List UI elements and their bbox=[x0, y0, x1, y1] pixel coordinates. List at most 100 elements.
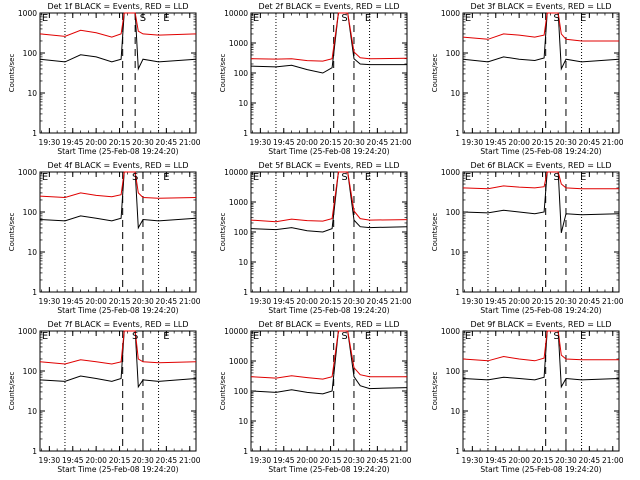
x-tick-label: 21:00 bbox=[179, 138, 201, 147]
y-tick-label: 10 bbox=[27, 407, 37, 416]
y-tick-label: 10 bbox=[238, 258, 248, 267]
interval-marker-end: E bbox=[42, 13, 48, 24]
y-axis-label: Counts/sec bbox=[431, 213, 439, 252]
series-lld-line bbox=[39, 171, 197, 199]
panel-title: Det 7f BLACK = Events, RED = LLD bbox=[47, 320, 188, 329]
plot-frame bbox=[250, 330, 408, 452]
x-tick-label: 20:45 bbox=[367, 138, 389, 147]
y-tick-label: 1000 bbox=[18, 9, 37, 18]
y-tick-label: 1 bbox=[455, 288, 460, 297]
panel-title: Det 5f BLACK = Events, RED = LLD bbox=[258, 161, 399, 170]
x-tick-label: 19:30 bbox=[39, 456, 61, 465]
x-tick-label: 20:30 bbox=[555, 297, 577, 306]
series-lld-line bbox=[250, 171, 408, 223]
x-tick-label: 20:15 bbox=[320, 138, 342, 147]
plot-frame bbox=[250, 12, 408, 134]
x-tick-label: 21:00 bbox=[602, 456, 624, 465]
panel-det-1: Det 1f BLACK = Events, RED = LLD 1 10 100 10… bbox=[8, 2, 201, 156]
series-lld-line bbox=[462, 12, 619, 42]
y-tick-label: 1 bbox=[32, 129, 37, 138]
y-tick-label: 1000 bbox=[229, 357, 248, 366]
x-tick-label: 20:45 bbox=[156, 138, 178, 147]
y-axis-label: Counts/sec bbox=[8, 213, 16, 252]
y-axis-label: Counts/sec bbox=[431, 372, 439, 411]
x-tick-label: 20:15 bbox=[109, 297, 131, 306]
x-tick-label: 20:15 bbox=[109, 138, 131, 147]
x-tick-label: 19:30 bbox=[250, 138, 272, 147]
interval-marker-start: S bbox=[553, 13, 559, 24]
y-axis-label: Counts/sec bbox=[219, 372, 227, 411]
y-tick-label: 100 bbox=[23, 49, 38, 58]
series-events-line bbox=[462, 171, 620, 234]
y-tick-label: 10 bbox=[450, 89, 460, 98]
x-tick-label: 19:45 bbox=[62, 297, 84, 306]
y-tick-label: 10 bbox=[450, 407, 460, 416]
interval-marker-end: E bbox=[580, 13, 586, 24]
x-tick-label: 19:45 bbox=[485, 297, 507, 306]
x-tick-label: 20:30 bbox=[555, 456, 577, 465]
x-tick-label: 20:15 bbox=[109, 456, 131, 465]
x-tick-label: 20:30 bbox=[555, 138, 577, 147]
interval-marker-end: E bbox=[465, 172, 471, 183]
y-tick-label: 100 bbox=[446, 208, 461, 217]
x-tick-label: 20:30 bbox=[132, 297, 154, 306]
y-tick-label: 10000 bbox=[224, 168, 248, 177]
x-tick-label: 20:00 bbox=[508, 456, 530, 465]
y-tick-label: 10 bbox=[450, 248, 460, 257]
y-axis-label: Counts/sec bbox=[8, 372, 16, 411]
plot-frame bbox=[39, 330, 197, 452]
x-tick-label: 19:30 bbox=[250, 297, 272, 306]
x-tick-label: 20:00 bbox=[85, 138, 107, 147]
x-tick-label: 20:00 bbox=[296, 297, 318, 306]
x-tick-label: 20:45 bbox=[367, 297, 389, 306]
series-events-line bbox=[250, 330, 408, 395]
series-lld-line bbox=[462, 330, 619, 362]
x-tick-label: 20:15 bbox=[320, 456, 342, 465]
interval-marker-end: E bbox=[42, 172, 48, 183]
x-tick-label: 20:15 bbox=[532, 138, 554, 147]
panel-title: Det 2f BLACK = Events, RED = LLD bbox=[258, 2, 399, 11]
panel-title: Det 6f BLACK = Events, RED = LLD bbox=[470, 161, 611, 170]
x-tick-label: 19:30 bbox=[39, 138, 61, 147]
panel-det-9: Det 9f BLACK = Events, RED = LLD 1 10 100 10… bbox=[431, 320, 624, 474]
panel-det-8: Det 8f BLACK = Events, RED = LLD 1 10 100 10… bbox=[219, 320, 412, 474]
x-tick-label: 20:45 bbox=[367, 456, 389, 465]
y-tick-label: 1 bbox=[32, 447, 37, 456]
plot-frame bbox=[462, 330, 620, 452]
interval-marker-start: S bbox=[132, 172, 138, 183]
x-axis-label: Start Time (25-Feb-08 19:24:20) bbox=[57, 306, 178, 315]
y-tick-label: 1000 bbox=[441, 9, 460, 18]
x-tick-label: 21:00 bbox=[602, 138, 624, 147]
y-tick-label: 1000 bbox=[441, 327, 460, 336]
y-tick-label: 1000 bbox=[229, 39, 248, 48]
panel-title: Det 9f BLACK = Events, RED = LLD bbox=[470, 320, 611, 329]
x-tick-label: 20:00 bbox=[85, 456, 107, 465]
x-tick-label: 19:45 bbox=[273, 138, 295, 147]
x-tick-label: 20:45 bbox=[579, 456, 601, 465]
x-axis-label: Start Time (25-Feb-08 19:24:20) bbox=[268, 147, 389, 156]
x-axis-label: Start Time (25-Feb-08 19:24:20) bbox=[268, 465, 389, 474]
interval-marker-start: S bbox=[140, 13, 146, 24]
x-tick-label: 20:30 bbox=[343, 138, 365, 147]
y-tick-label: 1 bbox=[243, 288, 248, 297]
y-tick-label: 1 bbox=[455, 129, 460, 138]
x-tick-label: 20:00 bbox=[508, 138, 530, 147]
x-tick-label: 21:00 bbox=[179, 456, 201, 465]
x-tick-label: 20:45 bbox=[156, 456, 178, 465]
x-tick-label: 19:45 bbox=[62, 456, 84, 465]
x-tick-label: 19:30 bbox=[462, 138, 484, 147]
x-tick-label: 19:30 bbox=[39, 297, 61, 306]
plot-frame bbox=[462, 171, 620, 293]
interval-marker-end: E bbox=[465, 331, 471, 342]
y-tick-label: 1000 bbox=[18, 327, 37, 336]
plot-frame bbox=[462, 12, 620, 134]
y-tick-label: 100 bbox=[446, 367, 461, 376]
series-events-line bbox=[39, 330, 197, 389]
y-tick-label: 1 bbox=[243, 447, 248, 456]
x-tick-label: 20:45 bbox=[579, 297, 601, 306]
x-tick-label: 20:00 bbox=[508, 297, 530, 306]
panel-title: Det 3f BLACK = Events, RED = LLD bbox=[470, 2, 611, 11]
x-tick-label: 20:00 bbox=[296, 138, 318, 147]
interval-marker-end: E bbox=[580, 172, 586, 183]
